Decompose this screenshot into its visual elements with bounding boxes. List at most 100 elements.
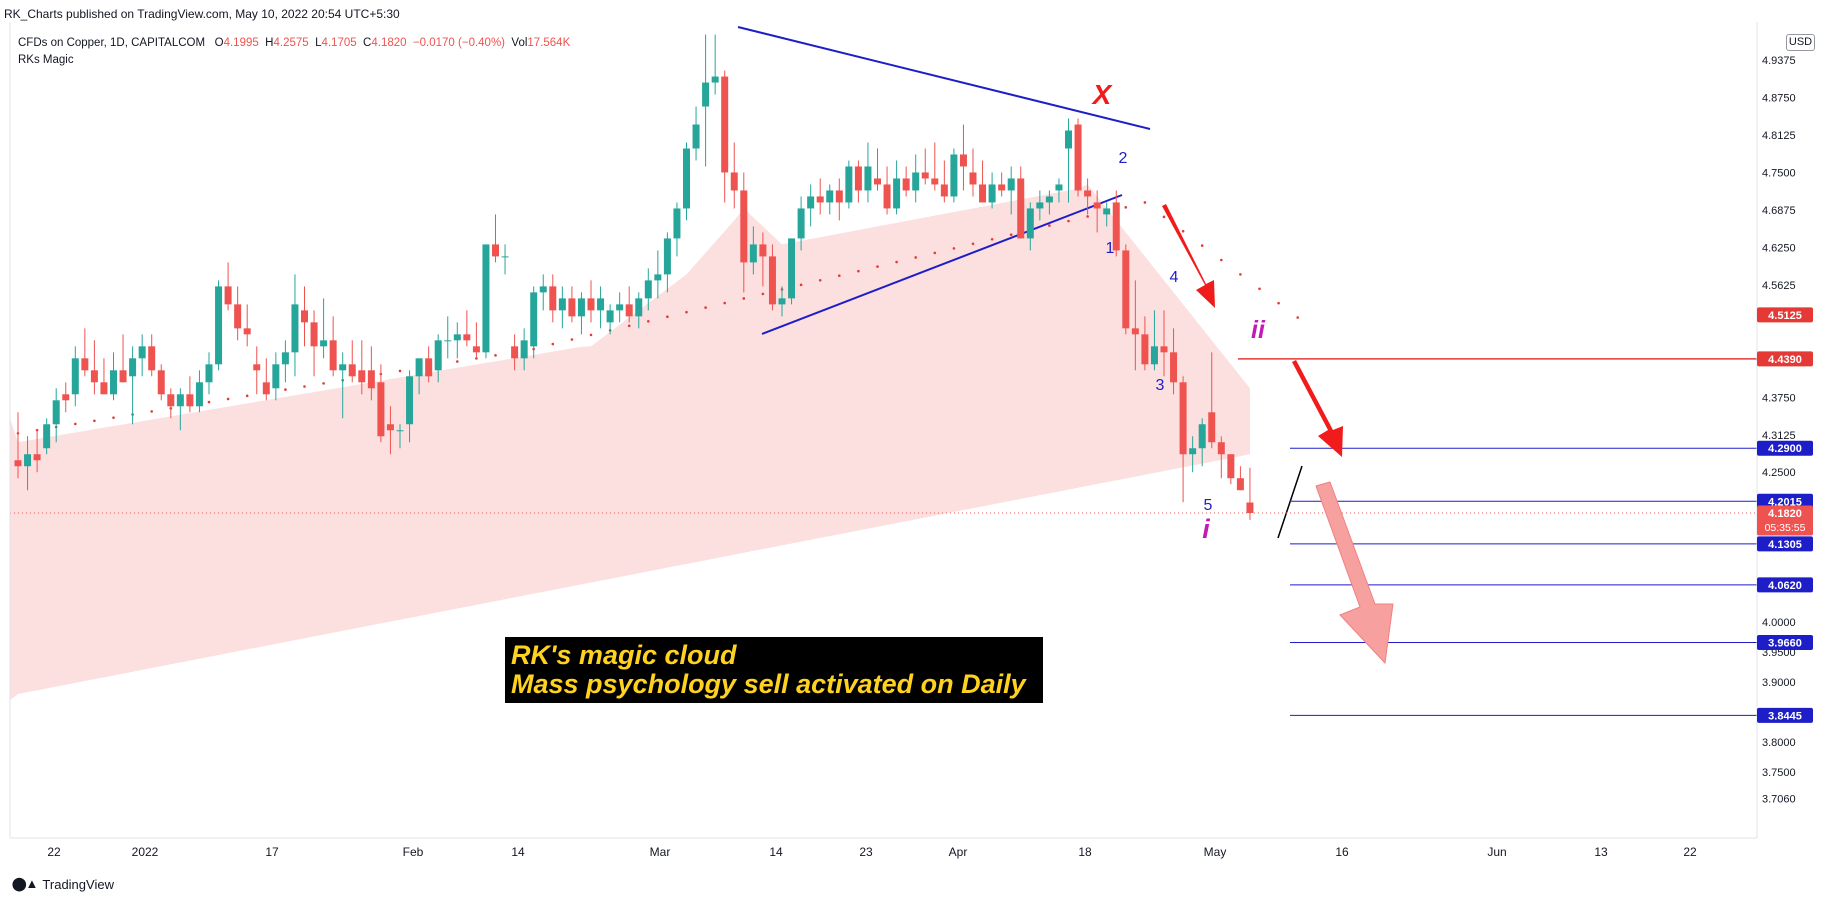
dot-marker bbox=[494, 354, 497, 357]
candle-body bbox=[1131, 328, 1139, 335]
y-tick-label: 3.7060 bbox=[1762, 793, 1796, 805]
candle bbox=[386, 406, 394, 455]
x-tick-label: 13 bbox=[1594, 845, 1608, 859]
candle-body bbox=[577, 298, 585, 317]
dot-marker bbox=[838, 274, 841, 278]
candle-body bbox=[549, 286, 557, 311]
volume-label: Vol bbox=[511, 37, 528, 49]
candle bbox=[234, 286, 242, 341]
volume-value: 17.564K bbox=[527, 37, 571, 49]
candle-body bbox=[386, 424, 394, 431]
candle bbox=[826, 184, 834, 215]
candle-body bbox=[71, 358, 79, 395]
candle-body bbox=[501, 256, 509, 258]
candle bbox=[654, 250, 662, 299]
indicator-name[interactable]: RKs Magic bbox=[18, 54, 74, 66]
close-value: 4.1820 bbox=[371, 37, 407, 49]
candle-body bbox=[778, 298, 786, 305]
open-value: 4.1995 bbox=[223, 37, 259, 49]
y-tick-label: 4.8125 bbox=[1762, 130, 1796, 142]
price-label-text: 4.1305 bbox=[1768, 539, 1802, 551]
candle bbox=[587, 280, 595, 323]
candle-body bbox=[415, 358, 423, 377]
candle-body bbox=[625, 304, 633, 317]
candle bbox=[940, 160, 948, 203]
dot-marker bbox=[1086, 215, 1089, 218]
candle bbox=[998, 172, 1006, 197]
candle bbox=[902, 166, 910, 197]
candle-body bbox=[673, 208, 681, 239]
candle-body bbox=[195, 382, 203, 407]
candle bbox=[406, 370, 414, 443]
price-label-text: 4.2015 bbox=[1768, 496, 1802, 508]
candle-body bbox=[453, 334, 461, 341]
dot-marker bbox=[1220, 258, 1223, 262]
candle-body bbox=[1045, 196, 1053, 203]
candle bbox=[195, 370, 203, 413]
drawing-lines bbox=[10, 26, 1757, 716]
candle-body bbox=[616, 304, 624, 311]
candle-body bbox=[950, 154, 958, 197]
candle-body bbox=[396, 430, 404, 432]
dot-marker bbox=[857, 269, 860, 273]
candle bbox=[1074, 118, 1082, 197]
wave-label: ii bbox=[1251, 316, 1266, 344]
x-tick-label: 16 bbox=[1335, 845, 1349, 859]
price-label-bg bbox=[1757, 351, 1813, 367]
candle bbox=[1065, 118, 1072, 203]
candle-body bbox=[348, 364, 356, 377]
candle-body bbox=[988, 184, 996, 203]
candle bbox=[367, 346, 375, 401]
candle-body bbox=[912, 172, 920, 191]
candle-body bbox=[1007, 178, 1015, 191]
candle bbox=[673, 202, 681, 257]
candle bbox=[291, 274, 299, 377]
wave-label: 1 bbox=[1106, 240, 1115, 257]
candle bbox=[969, 148, 977, 197]
candle-body bbox=[119, 370, 127, 383]
wave-label: i bbox=[1202, 514, 1210, 544]
candle bbox=[663, 232, 671, 293]
candle bbox=[1141, 316, 1149, 371]
x-tick-label: 22 bbox=[47, 845, 61, 859]
candle bbox=[415, 358, 423, 395]
candle-body bbox=[597, 298, 605, 311]
candle bbox=[62, 382, 70, 413]
candle bbox=[1170, 328, 1178, 395]
price-label: 4.2015 bbox=[1757, 493, 1813, 509]
candle bbox=[262, 358, 270, 401]
candle bbox=[606, 304, 614, 335]
candle-body bbox=[683, 148, 690, 209]
currency-button[interactable]: USD bbox=[1786, 34, 1815, 51]
candle bbox=[931, 142, 939, 191]
x-tick-label: Feb bbox=[403, 845, 424, 859]
candle bbox=[1198, 418, 1206, 467]
candle bbox=[472, 322, 480, 359]
price-label: 4.5125 bbox=[1757, 307, 1813, 323]
y-tick-label: 4.5625 bbox=[1762, 280, 1796, 292]
candle bbox=[43, 418, 51, 455]
dot-marker bbox=[551, 342, 555, 346]
candle-body bbox=[1208, 412, 1216, 443]
candle bbox=[959, 124, 967, 191]
candle bbox=[864, 142, 872, 203]
short-line bbox=[1277, 465, 1303, 539]
dot-marker bbox=[245, 394, 249, 398]
candle bbox=[215, 280, 223, 371]
tradingview-logo[interactable]: ⬤▲ TradingView bbox=[12, 876, 114, 892]
candle-body bbox=[835, 190, 843, 203]
price-axis: 4.9375 4.8750 4.8125 4.7500 4.6875 4.6250 4.56… bbox=[1756, 22, 1813, 838]
candle-body bbox=[854, 166, 862, 191]
price-label: 4.1305 bbox=[1757, 536, 1813, 552]
price-label-bg bbox=[1757, 634, 1813, 650]
candle bbox=[749, 226, 757, 275]
candle bbox=[253, 346, 261, 395]
projected-arrow bbox=[1315, 481, 1394, 665]
candle bbox=[1131, 280, 1139, 371]
dot-marker bbox=[685, 310, 688, 314]
candle-body bbox=[606, 310, 614, 323]
candle-body bbox=[1084, 190, 1092, 197]
dot-marker bbox=[35, 428, 39, 432]
dot-marker bbox=[570, 338, 574, 341]
